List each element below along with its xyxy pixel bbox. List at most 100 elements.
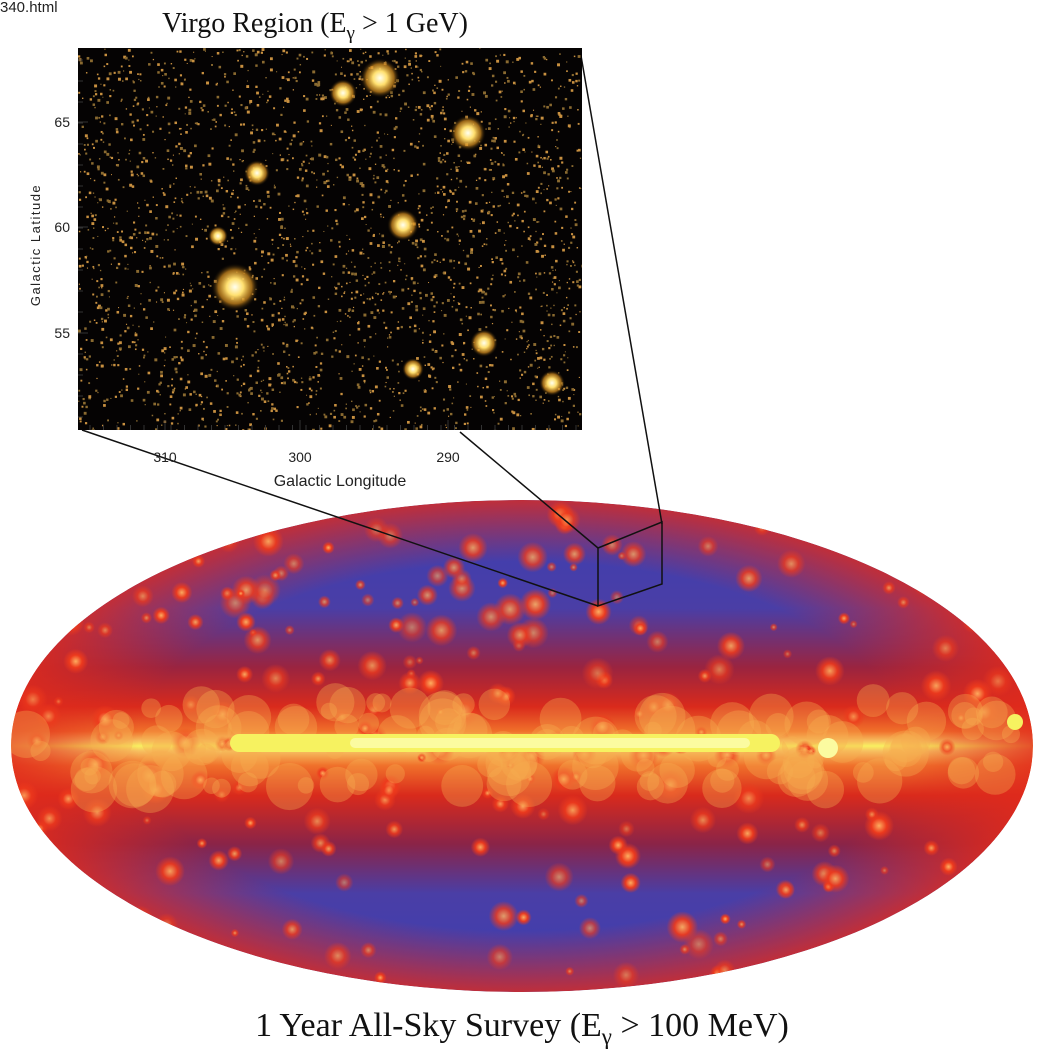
photon [378, 52, 380, 54]
photon [212, 336, 215, 339]
sky-source [476, 602, 505, 631]
sky-source [129, 925, 140, 936]
photon [535, 118, 537, 120]
photon [576, 73, 578, 75]
photon [280, 226, 283, 229]
photon [282, 342, 284, 344]
sky-source [471, 838, 490, 857]
sky-source [187, 614, 203, 630]
photon [342, 271, 344, 273]
photon [411, 295, 412, 296]
photon [558, 399, 561, 402]
photon [200, 191, 203, 194]
photon [138, 216, 139, 217]
photon [281, 420, 283, 422]
photon [398, 321, 399, 322]
photon [539, 396, 542, 399]
photon [344, 75, 346, 77]
photon [386, 369, 388, 371]
photon [202, 229, 203, 230]
photon [110, 338, 113, 341]
photon [144, 200, 145, 201]
photon [153, 403, 156, 406]
photon [190, 283, 191, 284]
photon [313, 173, 315, 175]
plane-patch [579, 765, 615, 801]
photon [359, 71, 360, 72]
photon [543, 292, 545, 294]
photon [177, 423, 178, 424]
photon [398, 371, 400, 373]
photon [226, 190, 228, 192]
photon [142, 138, 145, 141]
photon [106, 337, 108, 339]
photon [367, 298, 368, 299]
photon [377, 131, 379, 133]
photon [301, 342, 303, 344]
photon [443, 112, 445, 114]
photon [566, 387, 568, 389]
photon [411, 67, 412, 68]
photon [400, 400, 401, 401]
photon [397, 327, 400, 330]
photon [541, 306, 542, 307]
photon [148, 97, 150, 99]
photon [520, 415, 521, 416]
photon [483, 91, 486, 94]
photon [418, 205, 420, 207]
photon [310, 414, 311, 415]
photon [230, 248, 232, 250]
photon [341, 413, 344, 416]
photon [180, 410, 181, 411]
photon [326, 209, 328, 211]
photon [411, 73, 413, 75]
photon [555, 270, 556, 271]
photon [335, 287, 337, 289]
photon [487, 288, 489, 290]
photon [370, 193, 373, 196]
photon [286, 98, 289, 101]
photon [317, 205, 319, 207]
photon [479, 177, 481, 179]
photon [217, 425, 218, 426]
photon [78, 390, 80, 392]
photon [203, 419, 204, 420]
photon [539, 367, 540, 368]
photon [555, 121, 557, 123]
photon [556, 292, 557, 293]
photon [225, 380, 227, 382]
plane-patch [184, 737, 206, 759]
photon [275, 140, 277, 142]
photon [160, 394, 161, 395]
photon [177, 413, 178, 414]
photon [459, 364, 461, 366]
photon [301, 299, 303, 301]
sky-source [261, 664, 290, 693]
photon [141, 172, 144, 175]
photon [189, 408, 192, 411]
sky-source [282, 919, 303, 940]
photon [154, 358, 157, 361]
photon [284, 297, 285, 298]
photon [377, 309, 379, 311]
photon [115, 117, 118, 120]
photon [294, 381, 296, 383]
photon [150, 327, 153, 330]
photon [223, 204, 224, 205]
photon [106, 399, 108, 401]
photon [113, 364, 115, 366]
photon [488, 122, 490, 124]
photon [354, 139, 356, 141]
photon [80, 348, 82, 350]
photon [419, 328, 420, 329]
photon [284, 316, 285, 317]
photon [299, 54, 302, 57]
photon [495, 118, 497, 120]
photon [447, 140, 450, 143]
photon [80, 62, 83, 65]
photon [398, 392, 400, 394]
photon [562, 249, 565, 252]
photon [279, 392, 280, 393]
photon [454, 189, 456, 191]
photon [80, 380, 82, 382]
